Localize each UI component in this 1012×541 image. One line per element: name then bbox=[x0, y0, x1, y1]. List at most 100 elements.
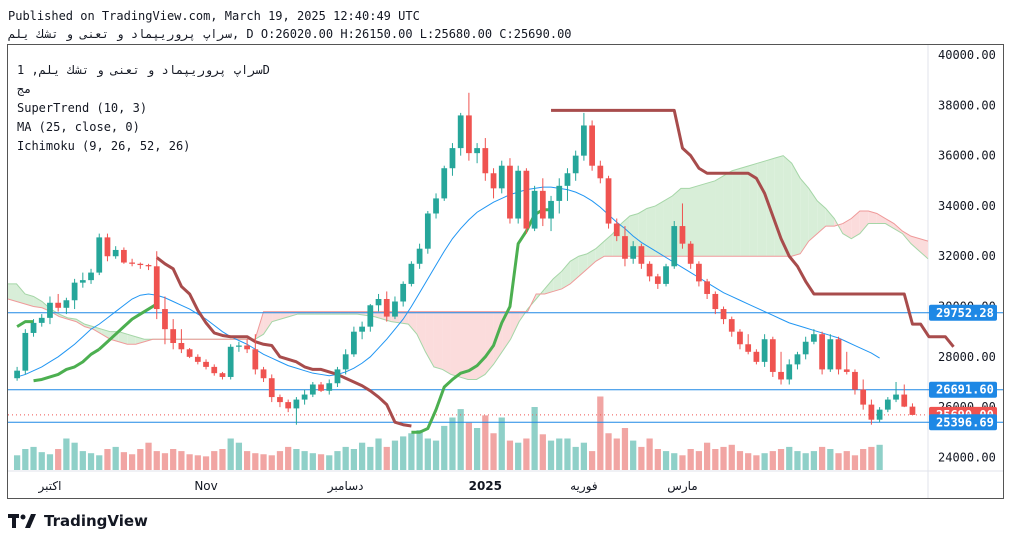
candle-body bbox=[794, 354, 801, 365]
volume-bar bbox=[687, 449, 694, 470]
candle-body bbox=[893, 394, 899, 400]
ichimoku-cloud-segment bbox=[8, 283, 17, 302]
x-tick-label: 2025 bbox=[469, 479, 502, 493]
volume-bar bbox=[178, 451, 185, 470]
candle-body bbox=[137, 263, 144, 266]
volume-bar bbox=[285, 446, 292, 470]
candle-body bbox=[728, 319, 735, 332]
candle-body bbox=[654, 276, 661, 284]
candle-body bbox=[309, 384, 316, 395]
volume-bar bbox=[211, 451, 218, 470]
legend-ma[interactable]: MA (25, close, 0) bbox=[17, 120, 140, 134]
candle-body bbox=[556, 185, 563, 201]
candle-body bbox=[63, 300, 70, 308]
legend-supertrend[interactable]: SuperTrend (10, 3) bbox=[17, 101, 148, 115]
volume-bar bbox=[769, 451, 776, 470]
ichimoku-cloud-segment bbox=[553, 271, 562, 292]
x-tick-label: فوریه bbox=[570, 479, 598, 494]
volume-bar bbox=[276, 451, 284, 470]
volume-bar bbox=[810, 451, 818, 470]
volume-bar bbox=[55, 449, 62, 470]
candle-body bbox=[671, 226, 678, 267]
candle-body bbox=[433, 198, 439, 214]
candle-body bbox=[515, 170, 522, 219]
ichimoku-cloud-segment bbox=[127, 334, 136, 345]
y-tick-label: 40000.00 bbox=[938, 48, 996, 62]
candle-body bbox=[466, 115, 472, 154]
volume-bar bbox=[835, 453, 842, 470]
volume-bar bbox=[531, 407, 538, 470]
volume-bar bbox=[868, 446, 875, 470]
volume-bar bbox=[128, 454, 136, 470]
candle-body bbox=[153, 266, 160, 310]
volume-bar bbox=[539, 434, 546, 470]
volume-bar bbox=[432, 440, 440, 470]
candle-body bbox=[367, 305, 374, 327]
candle-body bbox=[112, 249, 119, 257]
ichimoku-cloud-segment bbox=[84, 324, 94, 330]
volume-bar bbox=[547, 440, 555, 470]
ichimoku-cloud-segment bbox=[655, 200, 664, 257]
tradingview-footer[interactable]: TradingView bbox=[8, 512, 148, 530]
volume-bar bbox=[424, 438, 431, 470]
candle-body bbox=[236, 345, 242, 347]
volume-bar bbox=[293, 449, 300, 470]
ichimoku-cloud-segment bbox=[885, 218, 894, 229]
candle-body bbox=[285, 402, 292, 409]
ichimoku-cloud-segment bbox=[732, 168, 741, 257]
candle-body bbox=[145, 265, 152, 267]
ichimoku-cloud-segment bbox=[587, 248, 596, 269]
y-tick-label: 28000.00 bbox=[938, 350, 996, 364]
ichimoku-cloud-segment bbox=[808, 188, 818, 242]
candle-body bbox=[597, 165, 604, 179]
ichimoku-cloud-segment bbox=[834, 218, 843, 234]
candle-body bbox=[909, 406, 916, 415]
ichimoku-cloud-segment bbox=[791, 163, 801, 257]
ichimoku-cloud-segment bbox=[416, 311, 426, 352]
volume-bar bbox=[112, 446, 119, 470]
volume-bar bbox=[120, 452, 128, 470]
candle-body bbox=[712, 293, 719, 310]
volume-bar bbox=[194, 455, 201, 470]
y-tick-label: 24000.00 bbox=[938, 450, 996, 464]
candle-body bbox=[219, 373, 226, 377]
candle-body bbox=[121, 249, 127, 263]
candle-body bbox=[277, 397, 283, 403]
candle-body bbox=[761, 339, 768, 362]
candle-body bbox=[474, 148, 480, 154]
volume-bar bbox=[482, 415, 489, 470]
price-label-text: 29752.28 bbox=[936, 306, 994, 320]
volume-bar bbox=[613, 438, 620, 470]
candle-body bbox=[720, 309, 727, 320]
candle-body bbox=[638, 246, 645, 264]
tradingview-brand: TradingView bbox=[44, 512, 148, 530]
candle-body bbox=[194, 356, 201, 362]
volume-bar bbox=[506, 440, 514, 470]
supertrend-down-line bbox=[551, 108, 955, 348]
volume-bar bbox=[605, 433, 612, 470]
candle-body bbox=[564, 173, 571, 186]
ichimoku-cloud-segment bbox=[433, 311, 443, 370]
candle-body bbox=[507, 165, 513, 219]
candle-body bbox=[383, 298, 390, 317]
legend-ichimoku[interactable]: Ichimoku (9, 26, 52, 26) bbox=[17, 139, 191, 153]
volume-bar bbox=[202, 456, 210, 470]
volume-bar bbox=[400, 436, 407, 470]
candle-body bbox=[260, 369, 267, 379]
candle-body bbox=[244, 345, 250, 350]
candle-body bbox=[178, 343, 185, 350]
volume-bar bbox=[498, 417, 505, 470]
ichimoku-cloud-segment bbox=[689, 185, 698, 257]
volume-bar bbox=[662, 451, 670, 470]
ichimoku-cloud-segment bbox=[425, 311, 434, 367]
ohlc-line: سراپ پروريپماد و تعنی و تشك يلم, D O:260… bbox=[8, 27, 572, 41]
ichimoku-cloud-segment bbox=[723, 170, 733, 257]
supertrend-up-line bbox=[16, 320, 34, 328]
supertrend-up-line bbox=[33, 348, 101, 383]
candle-body bbox=[737, 331, 743, 345]
candle-body bbox=[47, 302, 53, 318]
candle-body bbox=[457, 115, 464, 149]
candle-body bbox=[351, 331, 357, 355]
candle-body bbox=[646, 263, 653, 277]
